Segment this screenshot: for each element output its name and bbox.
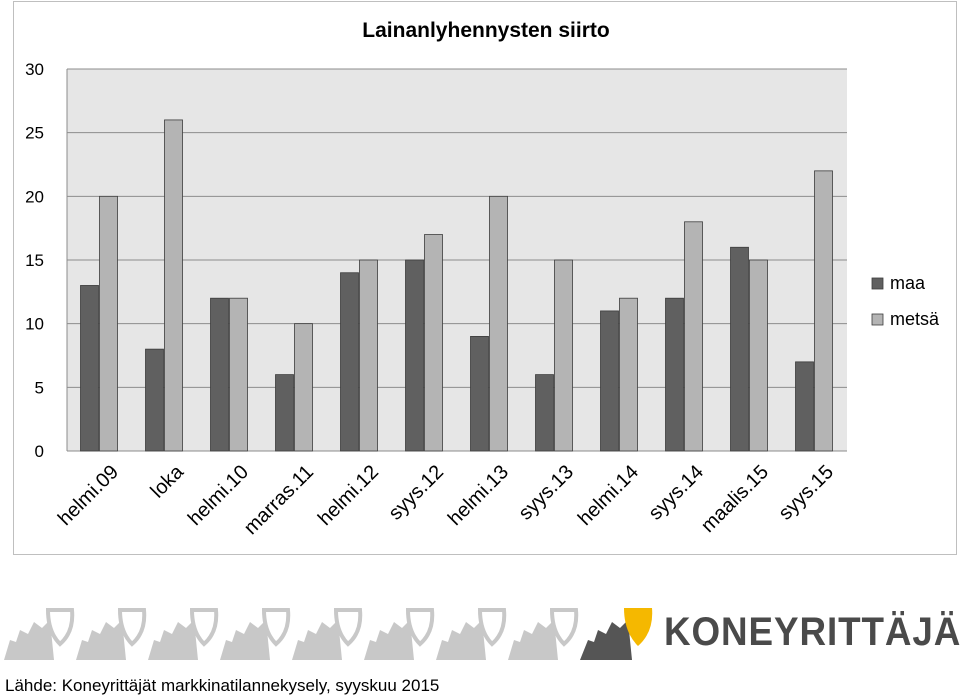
chart-title: Lainanlyhennysten siirto — [362, 19, 609, 42]
x-tick-label: syys.12 — [385, 461, 449, 525]
y-tick-label: 30 — [25, 60, 44, 79]
brand-name: KONEYRITTÄJÄT — [664, 610, 960, 654]
x-tick-label: marras.11 — [240, 461, 318, 539]
legend-swatch — [871, 277, 884, 290]
bar-metsa — [489, 195, 508, 452]
bar-metsa — [294, 323, 313, 452]
y-tick-label: 0 — [35, 442, 44, 461]
bar-metsa — [229, 297, 248, 452]
bar-maa — [145, 348, 164, 452]
bar-maa — [340, 272, 359, 452]
gear-shape-icon — [508, 620, 558, 660]
koneyrittajat-logo-icon — [580, 620, 632, 660]
bar-metsa — [619, 297, 638, 452]
shield-outline-icon — [549, 608, 579, 647]
x-tick-label: helmi.14 — [574, 461, 643, 530]
bar-maa — [80, 285, 99, 452]
bar-maa — [665, 297, 684, 452]
shield-outline-icon — [333, 608, 363, 647]
bar-maa — [730, 246, 749, 452]
y-tick-label: 10 — [25, 315, 44, 334]
bar-maa — [535, 374, 554, 452]
legend-swatch — [871, 313, 884, 326]
gear-shape-icon — [220, 620, 270, 660]
shield-outline-icon — [405, 608, 435, 647]
shield-outline-icon — [189, 608, 219, 647]
x-tick-label: helmi.13 — [444, 461, 513, 530]
gear-shape-icon — [436, 620, 486, 660]
shield-outline-icon — [117, 608, 147, 647]
source-line: Lähde: Koneyrittäjät markkinatilannekyse… — [5, 676, 440, 695]
bar-maa — [210, 297, 229, 452]
y-tick-label: 5 — [35, 378, 44, 397]
shield-outline-icon — [477, 608, 507, 647]
footer-band — [4, 608, 653, 660]
y-tick-label: 15 — [25, 251, 44, 270]
bar-maa — [795, 361, 814, 452]
legend-label: maa — [890, 273, 926, 293]
gear-shape-icon — [4, 620, 54, 660]
bar-maa — [405, 259, 424, 452]
bar-metsa — [359, 259, 378, 452]
gear-shape-icon — [148, 620, 198, 660]
x-tick-label: maalis.15 — [697, 461, 773, 537]
shield-outline-icon — [45, 608, 75, 647]
gear-shape-icon — [292, 620, 342, 660]
x-tick-label: syys.14 — [645, 461, 709, 525]
bar-metsa — [814, 170, 833, 452]
bar-metsa — [164, 119, 183, 452]
bar-maa — [600, 310, 619, 452]
shield-outline-icon — [261, 608, 291, 647]
bar-metsa — [99, 195, 118, 452]
bar-metsa — [554, 259, 573, 452]
x-tick-label: helmi.09 — [54, 461, 123, 530]
koneyrittajat-logo-shield-icon — [624, 608, 653, 646]
bar-metsa — [424, 234, 443, 452]
gear-shape-icon — [76, 620, 126, 660]
y-tick-label: 25 — [25, 124, 44, 143]
legend-label: metsä — [890, 309, 940, 329]
x-tick-label: syys.13 — [515, 461, 579, 525]
bar-metsa — [684, 221, 703, 452]
x-tick-label: helmi.12 — [314, 461, 383, 530]
y-tick-label: 20 — [25, 187, 44, 206]
x-tick-label: syys.15 — [775, 461, 839, 525]
x-tick-label: loka — [147, 460, 189, 502]
gear-shape-icon — [364, 620, 414, 660]
bar-maa — [275, 374, 294, 452]
bar-metsa — [749, 259, 768, 452]
bar-maa — [470, 335, 489, 452]
